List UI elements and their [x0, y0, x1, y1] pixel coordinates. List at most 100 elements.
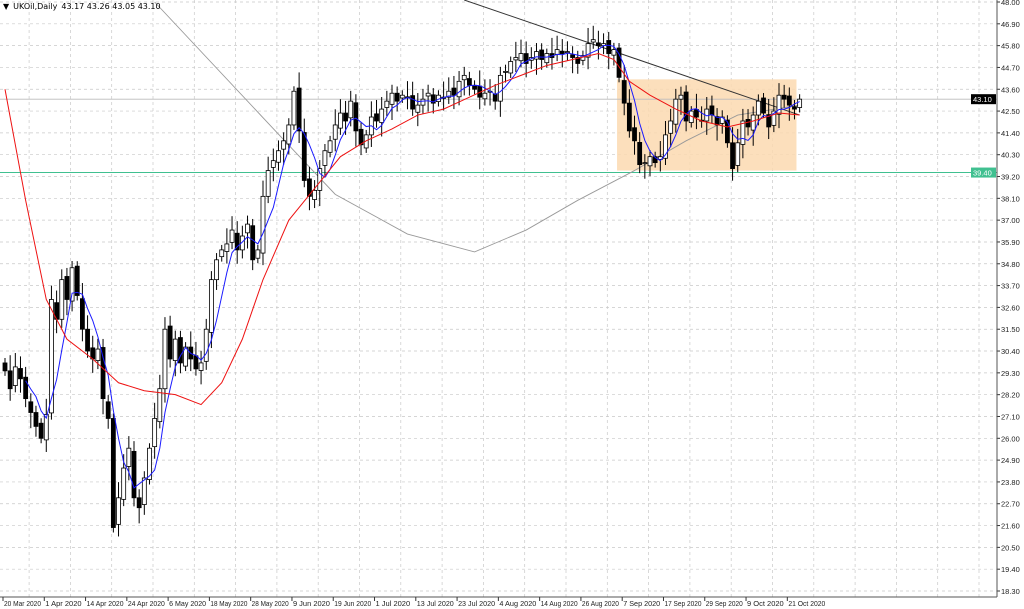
- candle-body: [683, 91, 689, 122]
- price-axis-label: 19.40: [1001, 565, 1020, 574]
- time-axis-label: 14 Apr 2020: [87, 599, 124, 608]
- time-axis-label: 20 Mar 2020: [4, 599, 41, 608]
- candle-body: [49, 299, 54, 414]
- candle-body: [343, 112, 348, 122]
- candle-body: [663, 134, 668, 159]
- candle-body: [265, 170, 271, 197]
- candle-body: [379, 108, 385, 123]
- candle-body: [523, 53, 529, 64]
- candle-body: [162, 328, 168, 390]
- candle-body: [245, 223, 250, 234]
- price-axis-label: 34.80: [1001, 260, 1020, 269]
- candle-body: [219, 249, 225, 258]
- candle-body: [410, 95, 416, 110]
- chart-title: ▼ UKOil,Daily 43.17 43.26 43.05 43.10: [3, 2, 161, 11]
- candle-body: [755, 100, 761, 116]
- candle-body: [18, 368, 23, 380]
- triangle-down-icon[interactable]: ▼: [3, 2, 10, 11]
- price-axis-label: 35.90: [1001, 238, 1020, 247]
- time-axis-label: 23 Jul 2020: [458, 599, 495, 608]
- symbol-label: UKOil,Daily: [13, 2, 58, 11]
- candle-body: [518, 53, 524, 62]
- candle-body: [255, 249, 261, 259]
- candle-body: [239, 235, 245, 251]
- candle-body: [632, 127, 637, 142]
- candle-body: [761, 97, 766, 114]
- candle-body: [23, 376, 29, 400]
- candle-body: [420, 98, 426, 106]
- candle-body: [513, 57, 519, 61]
- candle-body: [332, 124, 338, 140]
- candle-body: [110, 418, 116, 528]
- price-axis-label: 45.80: [1001, 42, 1020, 51]
- price-axis-label: 46.90: [1001, 20, 1020, 29]
- candle-body: [38, 422, 44, 439]
- support-price-tag-bg: [971, 167, 996, 178]
- price-axis-label: 37.00: [1001, 216, 1020, 225]
- time-axis-label: 28 May 2020: [252, 599, 289, 608]
- candle-body: [482, 92, 488, 100]
- candle-body: [399, 94, 405, 99]
- candle-body: [730, 142, 735, 169]
- time-axis-label: 13 Jul 2020: [417, 599, 454, 608]
- candle-body: [12, 366, 18, 386]
- price-axis-label: 43.60: [1001, 85, 1020, 94]
- candle-body: [544, 53, 550, 64]
- candle-body: [198, 362, 204, 371]
- candle-body: [642, 162, 648, 165]
- candle-body: [781, 94, 787, 100]
- candle-body: [312, 190, 318, 200]
- time-axis-label: 7 Sep 2020: [623, 599, 660, 608]
- candle-body: [740, 120, 746, 145]
- candle-body: [508, 61, 514, 74]
- candle-body: [224, 243, 230, 252]
- candle-body: [497, 74, 503, 102]
- candle-body: [647, 156, 653, 167]
- slow-ma-line: [4, 53, 800, 406]
- price-axis-label: 33.70: [1001, 282, 1020, 291]
- price-axis-label: 39.20: [1001, 173, 1020, 182]
- candle-body: [797, 98, 803, 108]
- candle-body: [193, 355, 199, 370]
- trendline: [464, 0, 800, 116]
- candle-body: [291, 90, 297, 126]
- candle-body: [673, 98, 679, 125]
- candle-body: [792, 106, 797, 110]
- candle-body: [147, 447, 152, 480]
- candle-body: [59, 279, 65, 320]
- price-axis-label: 29.30: [1001, 369, 1020, 378]
- candle-body: [596, 42, 601, 47]
- candle-body: [539, 49, 545, 60]
- price-axis-label: 18.30: [1001, 587, 1020, 596]
- time-axis-label: 19 Jun 2020: [334, 599, 371, 608]
- candle-body: [214, 259, 219, 281]
- candle-body: [152, 418, 158, 448]
- candle-body: [652, 156, 658, 164]
- current-price-tag-bg: [971, 94, 996, 105]
- candle-body: [126, 447, 132, 467]
- candle-body: [430, 94, 436, 104]
- candle-body: [668, 120, 674, 134]
- candle-body: [637, 142, 643, 166]
- candle-body: [534, 51, 539, 60]
- candle-body: [451, 87, 457, 96]
- candle-body: [559, 50, 565, 54]
- price-axis-label: 23.80: [1001, 478, 1020, 487]
- candle-body: [611, 49, 617, 56]
- candle-body: [766, 114, 772, 128]
- candle-body: [461, 74, 467, 81]
- price-axis-label: 26.00: [1001, 434, 1020, 443]
- candle-body: [503, 71, 508, 73]
- price-axis-label: 31.50: [1001, 325, 1020, 334]
- candle-body: [178, 337, 183, 364]
- candle-body: [296, 87, 302, 132]
- candle-body: [358, 128, 364, 146]
- time-axis-label: 26 Aug 2020: [582, 599, 619, 608]
- candle-body: [33, 412, 39, 427]
- candle-body: [348, 100, 354, 119]
- candle-body: [678, 94, 684, 100]
- candle-body: [590, 39, 596, 43]
- time-axis-label: 21 Oct 2020: [788, 599, 825, 608]
- candle-body: [234, 232, 240, 251]
